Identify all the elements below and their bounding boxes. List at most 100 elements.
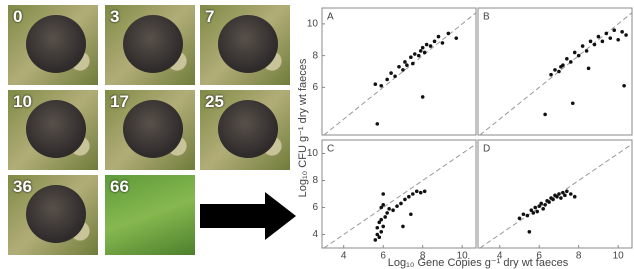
y-tick-label: 8 <box>312 175 318 186</box>
point <box>553 68 557 72</box>
page: 0371017253666 Log₁₀ CFU g⁻¹ dry wt faece… <box>0 0 634 269</box>
point <box>377 235 381 239</box>
point <box>411 62 415 66</box>
point <box>585 49 589 53</box>
point <box>571 101 575 105</box>
point <box>531 211 535 215</box>
point <box>593 43 597 47</box>
point <box>385 78 389 82</box>
chart: Log₁₀ CFU g⁻¹ dry wt faeces Log₁₀ Gene C… <box>0 0 634 269</box>
point <box>528 230 532 234</box>
point <box>379 84 383 88</box>
point <box>385 211 389 215</box>
point <box>403 60 407 64</box>
y-tick-label: 6 <box>312 82 318 93</box>
y-axis-label: Log₁₀ CFU g⁻¹ dry wt faeces <box>297 58 309 197</box>
point <box>393 74 397 78</box>
point <box>397 65 401 69</box>
point <box>543 113 547 117</box>
point <box>425 43 429 47</box>
panel-letter: B <box>483 12 490 23</box>
point <box>421 95 425 99</box>
point <box>375 226 379 230</box>
point <box>601 40 605 44</box>
point <box>381 225 385 229</box>
point <box>383 215 387 219</box>
panel-frame <box>322 140 476 248</box>
y-tick-label: 6 <box>312 202 318 213</box>
point <box>581 44 585 48</box>
point <box>573 195 577 199</box>
point <box>569 60 573 64</box>
point <box>454 36 458 40</box>
point <box>605 32 609 36</box>
point <box>409 212 413 216</box>
x-tick-label: 10 <box>457 251 469 262</box>
point <box>401 225 405 229</box>
point <box>413 52 417 56</box>
point <box>557 192 561 196</box>
point <box>423 51 427 55</box>
point <box>389 71 393 75</box>
point <box>569 192 573 196</box>
point <box>565 57 569 61</box>
point <box>419 49 423 53</box>
x-tick-label: 6 <box>536 251 542 262</box>
point <box>391 208 395 212</box>
panel-letter: D <box>483 144 490 155</box>
y-tick-label: 10 <box>307 19 319 30</box>
point <box>563 194 567 198</box>
point <box>375 122 379 126</box>
point <box>587 67 591 71</box>
point <box>589 40 593 44</box>
point <box>608 36 612 40</box>
point <box>387 207 391 211</box>
point <box>403 198 407 202</box>
x-tick-label: 4 <box>497 251 503 262</box>
point <box>417 54 421 58</box>
point <box>421 46 425 50</box>
point <box>522 212 526 216</box>
point <box>547 200 551 204</box>
panel-letter: C <box>327 144 334 155</box>
point <box>616 38 620 42</box>
point <box>573 51 577 55</box>
point <box>447 32 451 36</box>
point <box>541 207 545 211</box>
panel-frame <box>322 8 476 135</box>
point <box>533 206 537 210</box>
point <box>565 190 569 194</box>
point <box>405 63 409 67</box>
point <box>559 196 563 200</box>
point <box>423 190 427 194</box>
point <box>374 82 378 86</box>
x-tick-label: 4 <box>341 251 347 262</box>
point <box>407 195 411 199</box>
point <box>374 238 378 242</box>
x-tick-label: 10 <box>613 251 625 262</box>
point <box>559 65 563 69</box>
point <box>437 35 441 39</box>
point <box>429 44 433 48</box>
point <box>549 73 553 77</box>
point <box>379 218 383 222</box>
point <box>624 33 628 37</box>
point <box>415 190 419 194</box>
point <box>543 203 547 207</box>
point <box>379 230 383 234</box>
arrow <box>200 192 296 240</box>
point <box>401 68 405 72</box>
point <box>399 202 403 206</box>
point <box>526 214 530 218</box>
panel-letter: A <box>327 12 334 23</box>
point <box>518 217 522 221</box>
point <box>411 192 415 196</box>
point <box>551 198 555 202</box>
point <box>395 204 399 208</box>
y-tick-label: 10 <box>307 148 319 159</box>
point <box>557 70 561 74</box>
point <box>622 84 626 88</box>
point <box>419 191 423 195</box>
x-tick-label: 6 <box>380 251 386 262</box>
y-tick-label: 8 <box>312 50 318 61</box>
